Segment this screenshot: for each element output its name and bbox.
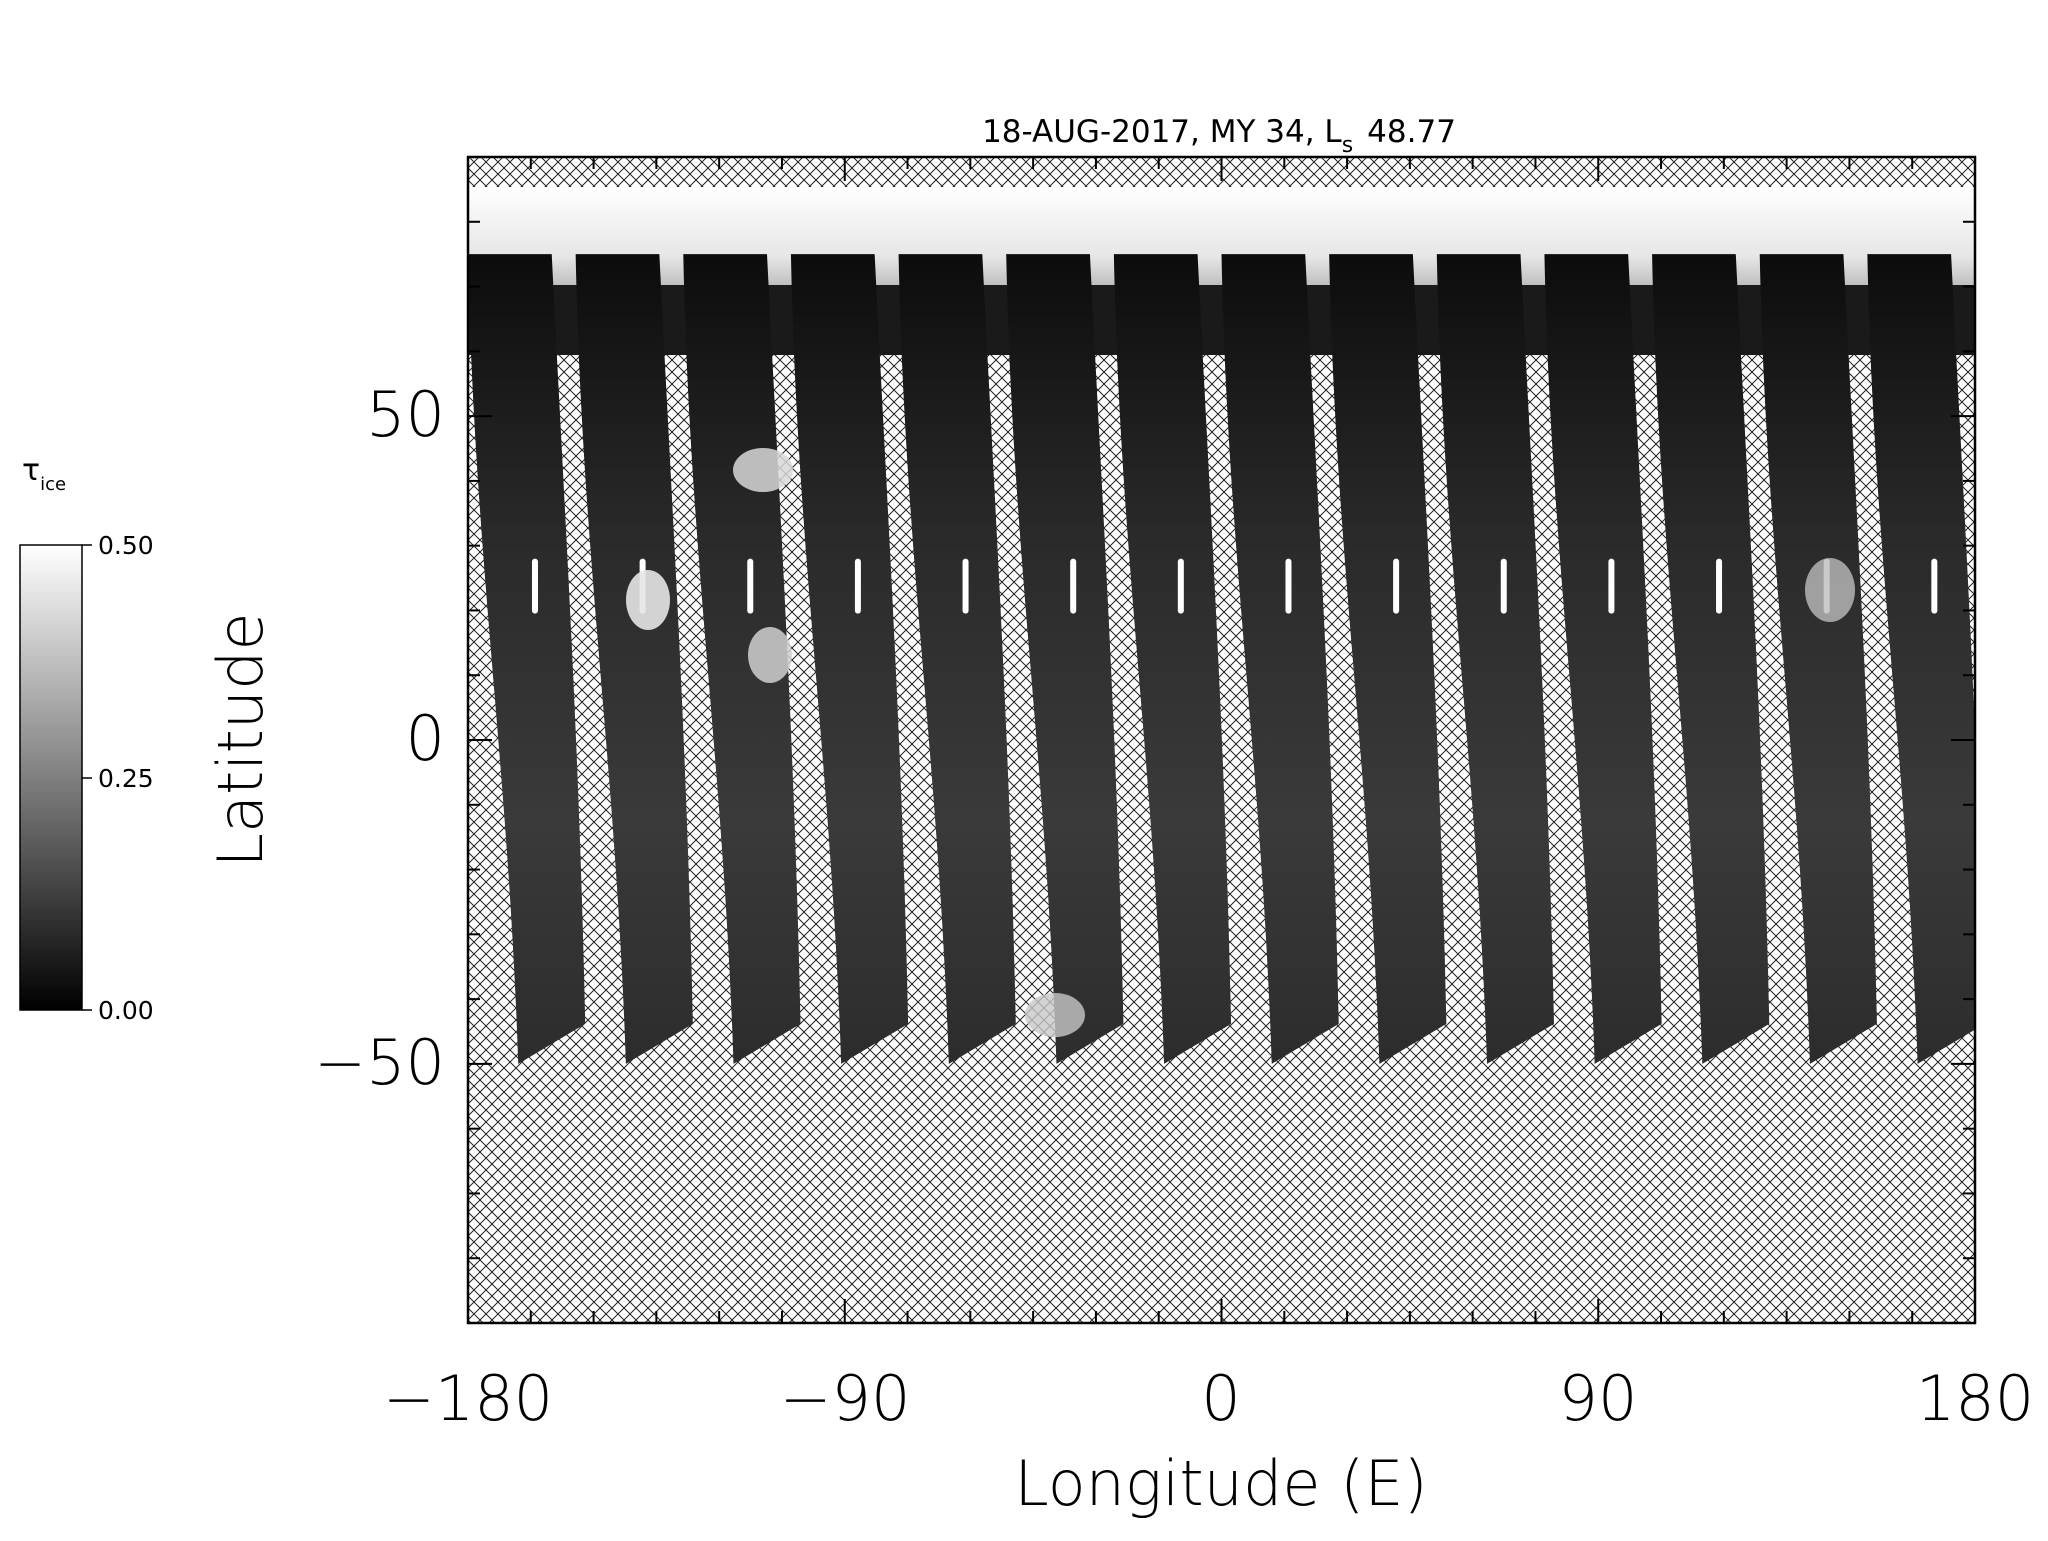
x-tick-label: 0 — [1201, 1362, 1240, 1435]
swath — [1652, 254, 1770, 1064]
swath — [1113, 254, 1232, 1064]
colorbar-tick-label: 0.00 — [98, 996, 154, 1025]
y-tick-label: 0 — [406, 702, 445, 775]
x-tick-label: −180 — [383, 1362, 553, 1435]
x-axis-label: Longitude (E) — [1014, 1447, 1427, 1520]
swath — [1544, 254, 1662, 1064]
swath-gap — [1931, 558, 1938, 614]
swath-gap — [1285, 558, 1292, 614]
y-tick-label: −50 — [314, 1026, 445, 1099]
axis-ticks — [467, 156, 1976, 1324]
swath-gap — [1716, 558, 1723, 614]
x-tick-label: −90 — [780, 1362, 911, 1435]
colorbar-label: τice — [22, 453, 66, 495]
swath — [468, 254, 586, 1064]
x-tick-label: 90 — [1559, 1362, 1638, 1435]
swath-gap — [1393, 558, 1400, 614]
swath-gap — [1608, 558, 1615, 614]
swath — [790, 254, 909, 1064]
observation-swaths — [468, 254, 1975, 1064]
y-tick-label: 50 — [366, 378, 445, 451]
swath — [1867, 254, 1975, 1064]
colorbar: τice 0.50 0.25 0.00 — [19, 453, 154, 1025]
y-axis-label: Latitude — [204, 612, 277, 867]
swath-gap — [854, 558, 861, 614]
swath — [575, 254, 693, 1064]
plot-title: 18-AUG-2017, MY 34, Ls 48.77 — [982, 114, 1456, 158]
swath — [1759, 254, 1877, 1064]
swath-gap — [1070, 558, 1077, 614]
swath-gap — [531, 558, 538, 614]
swath — [1436, 254, 1554, 1064]
swath-gap — [1177, 558, 1184, 614]
x-tick-labels: −180 −90 0 90 180 — [383, 1362, 2034, 1435]
swath — [898, 254, 1016, 1064]
swath — [1329, 254, 1447, 1064]
colorbar-gradient — [19, 544, 83, 1011]
swath-gap — [1500, 558, 1507, 614]
x-tick-label: 180 — [1916, 1362, 2034, 1435]
colorbar-tick-label: 0.50 — [98, 531, 154, 560]
y-tick-labels: 50 0 −50 — [314, 378, 445, 1099]
swath-gap — [962, 558, 969, 614]
colorbar-tick-label: 0.25 — [98, 764, 154, 793]
swath-gap — [747, 558, 754, 614]
swath — [1221, 254, 1339, 1064]
ice-cloud-features — [626, 448, 1855, 1037]
map-plot-area — [466, 155, 1977, 1325]
swath — [1006, 254, 1124, 1064]
